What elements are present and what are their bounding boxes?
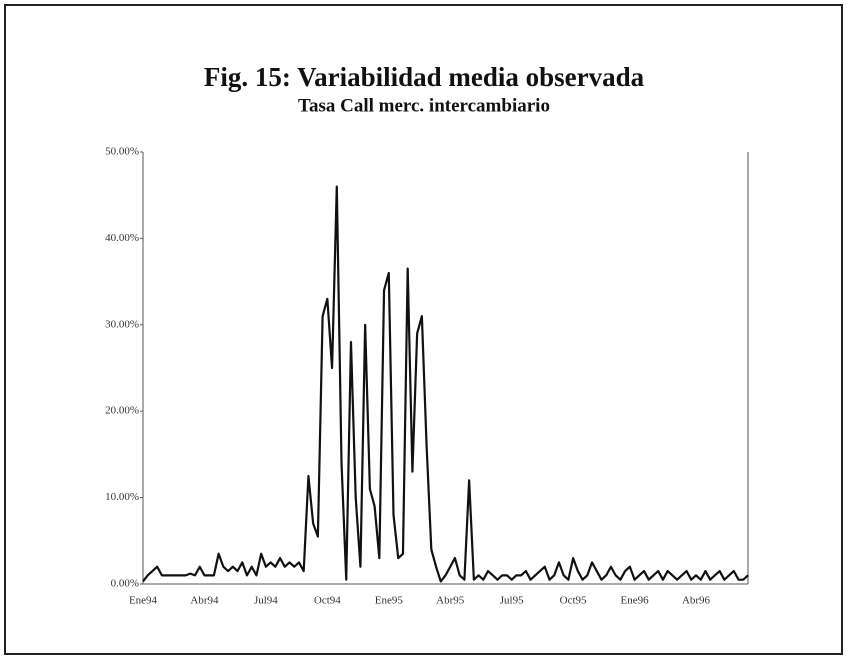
data-line [142, 185, 749, 583]
x-tick-label: Abr96 [682, 595, 711, 607]
x-tick-label: Abr95 [436, 595, 465, 607]
y-tick-label: 10.00% [105, 491, 139, 503]
chart-title: Fig. 15: Variabilidad media observada [204, 62, 645, 92]
x-tick-label: Oct94 [314, 595, 341, 607]
y-tick-label: 30.00% [105, 318, 139, 330]
x-tick-label: Abr94 [190, 595, 219, 607]
y-tick-label: 20.00% [105, 405, 139, 417]
y-tick-label: 0.00% [111, 578, 139, 590]
frame [4, 4, 843, 655]
x-tick-label: Ene95 [375, 595, 404, 607]
y-tick-label: 40.00% [105, 232, 139, 244]
x-tick-label: Jul95 [500, 595, 524, 607]
x-tick-label: Oct95 [560, 595, 587, 607]
x-tick-label: Jul94 [254, 595, 278, 607]
x-tick-label: Ene96 [621, 595, 650, 607]
x-tick-label: Ene94 [129, 595, 158, 607]
chart-subtitle: Tasa Call merc. intercambiario [298, 95, 550, 116]
y-tick-label: 50.00% [105, 146, 139, 158]
